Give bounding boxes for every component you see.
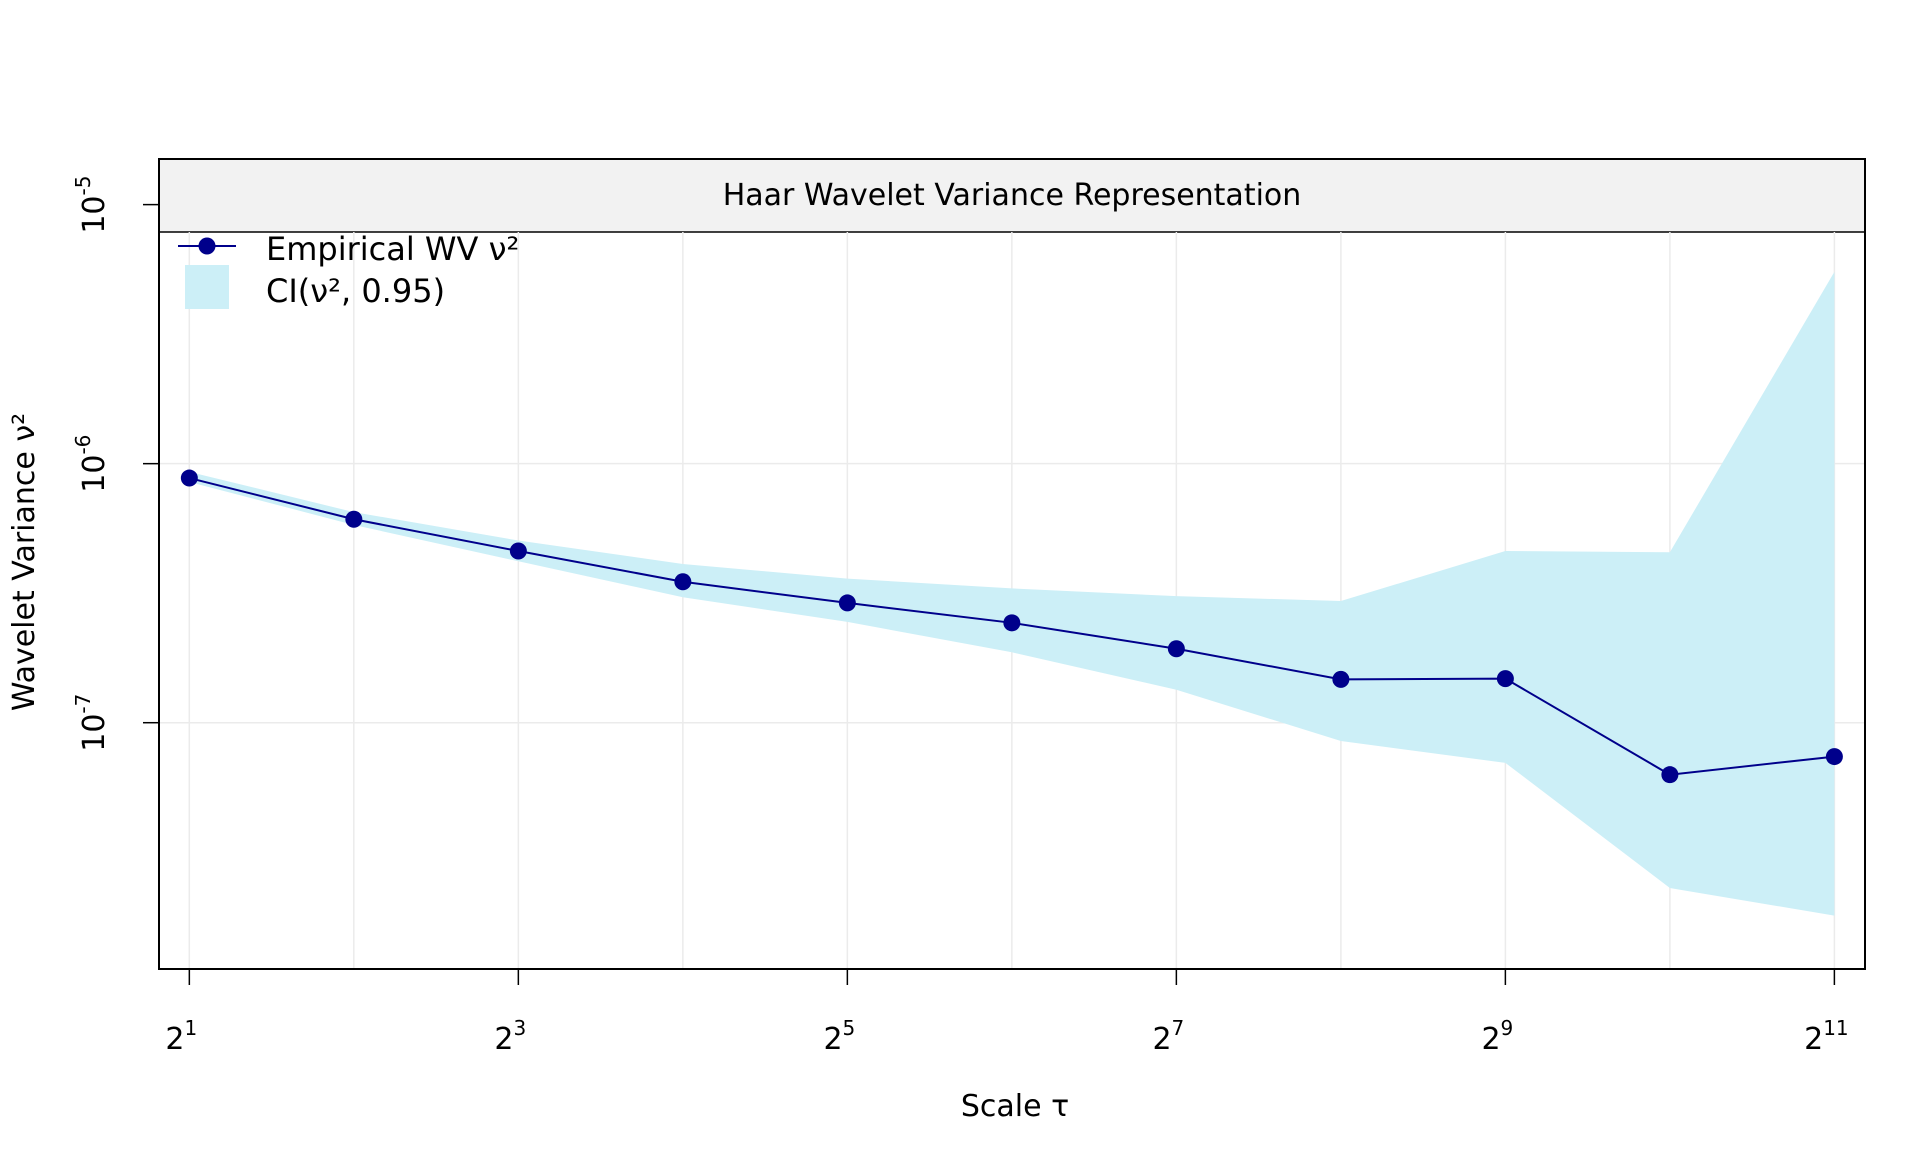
- y-axis: 10-7 10-6 10-5: [71, 176, 159, 752]
- data-point: [838, 594, 856, 612]
- data-point: [1003, 614, 1021, 632]
- series-layer: [180, 469, 1843, 784]
- chart-title-strip: [158, 158, 1866, 233]
- x-tick-label: 29: [1481, 1016, 1513, 1057]
- data-point: [1825, 748, 1843, 766]
- y-tick-label: 10-6: [71, 435, 112, 493]
- y-axis-label: Wavelet Variance ν²: [7, 413, 42, 711]
- legend-label-ci: CI(ν², 0.95): [266, 272, 445, 310]
- chart-title: Haar Wavelet Variance Representation: [723, 178, 1302, 213]
- x-axis-label: Scale τ: [961, 1089, 1069, 1124]
- y-tick-label: 10-7: [71, 694, 112, 752]
- data-point: [1496, 670, 1514, 688]
- plot-frame: [158, 158, 1866, 970]
- data-point: [1332, 670, 1350, 688]
- data-point: [509, 542, 527, 560]
- y-tick-label: 10-5: [71, 176, 112, 234]
- x-tick-label: 211: [1804, 1016, 1849, 1057]
- data-point: [345, 510, 363, 528]
- x-tick-label: 23: [494, 1016, 526, 1057]
- data-point: [674, 573, 692, 591]
- x-tick-label: 25: [823, 1016, 855, 1057]
- x-tick-label: 27: [1152, 1016, 1184, 1057]
- legend-label-empirical: Empirical WV ν²: [266, 230, 519, 268]
- x-axis: 21 23 25 27 29 211: [165, 969, 1849, 1057]
- legend-ci-swatch: [185, 265, 229, 309]
- legend: Empirical WV ν² CI(ν², 0.95): [178, 230, 519, 310]
- data-point: [1167, 640, 1185, 658]
- data-point: [180, 469, 198, 487]
- legend-point-swatch: [198, 237, 216, 255]
- ci-band: [189, 271, 1835, 916]
- data-point: [1661, 766, 1679, 784]
- x-tick-label: 21: [165, 1016, 197, 1057]
- confidence-interval-layer: [189, 271, 1835, 916]
